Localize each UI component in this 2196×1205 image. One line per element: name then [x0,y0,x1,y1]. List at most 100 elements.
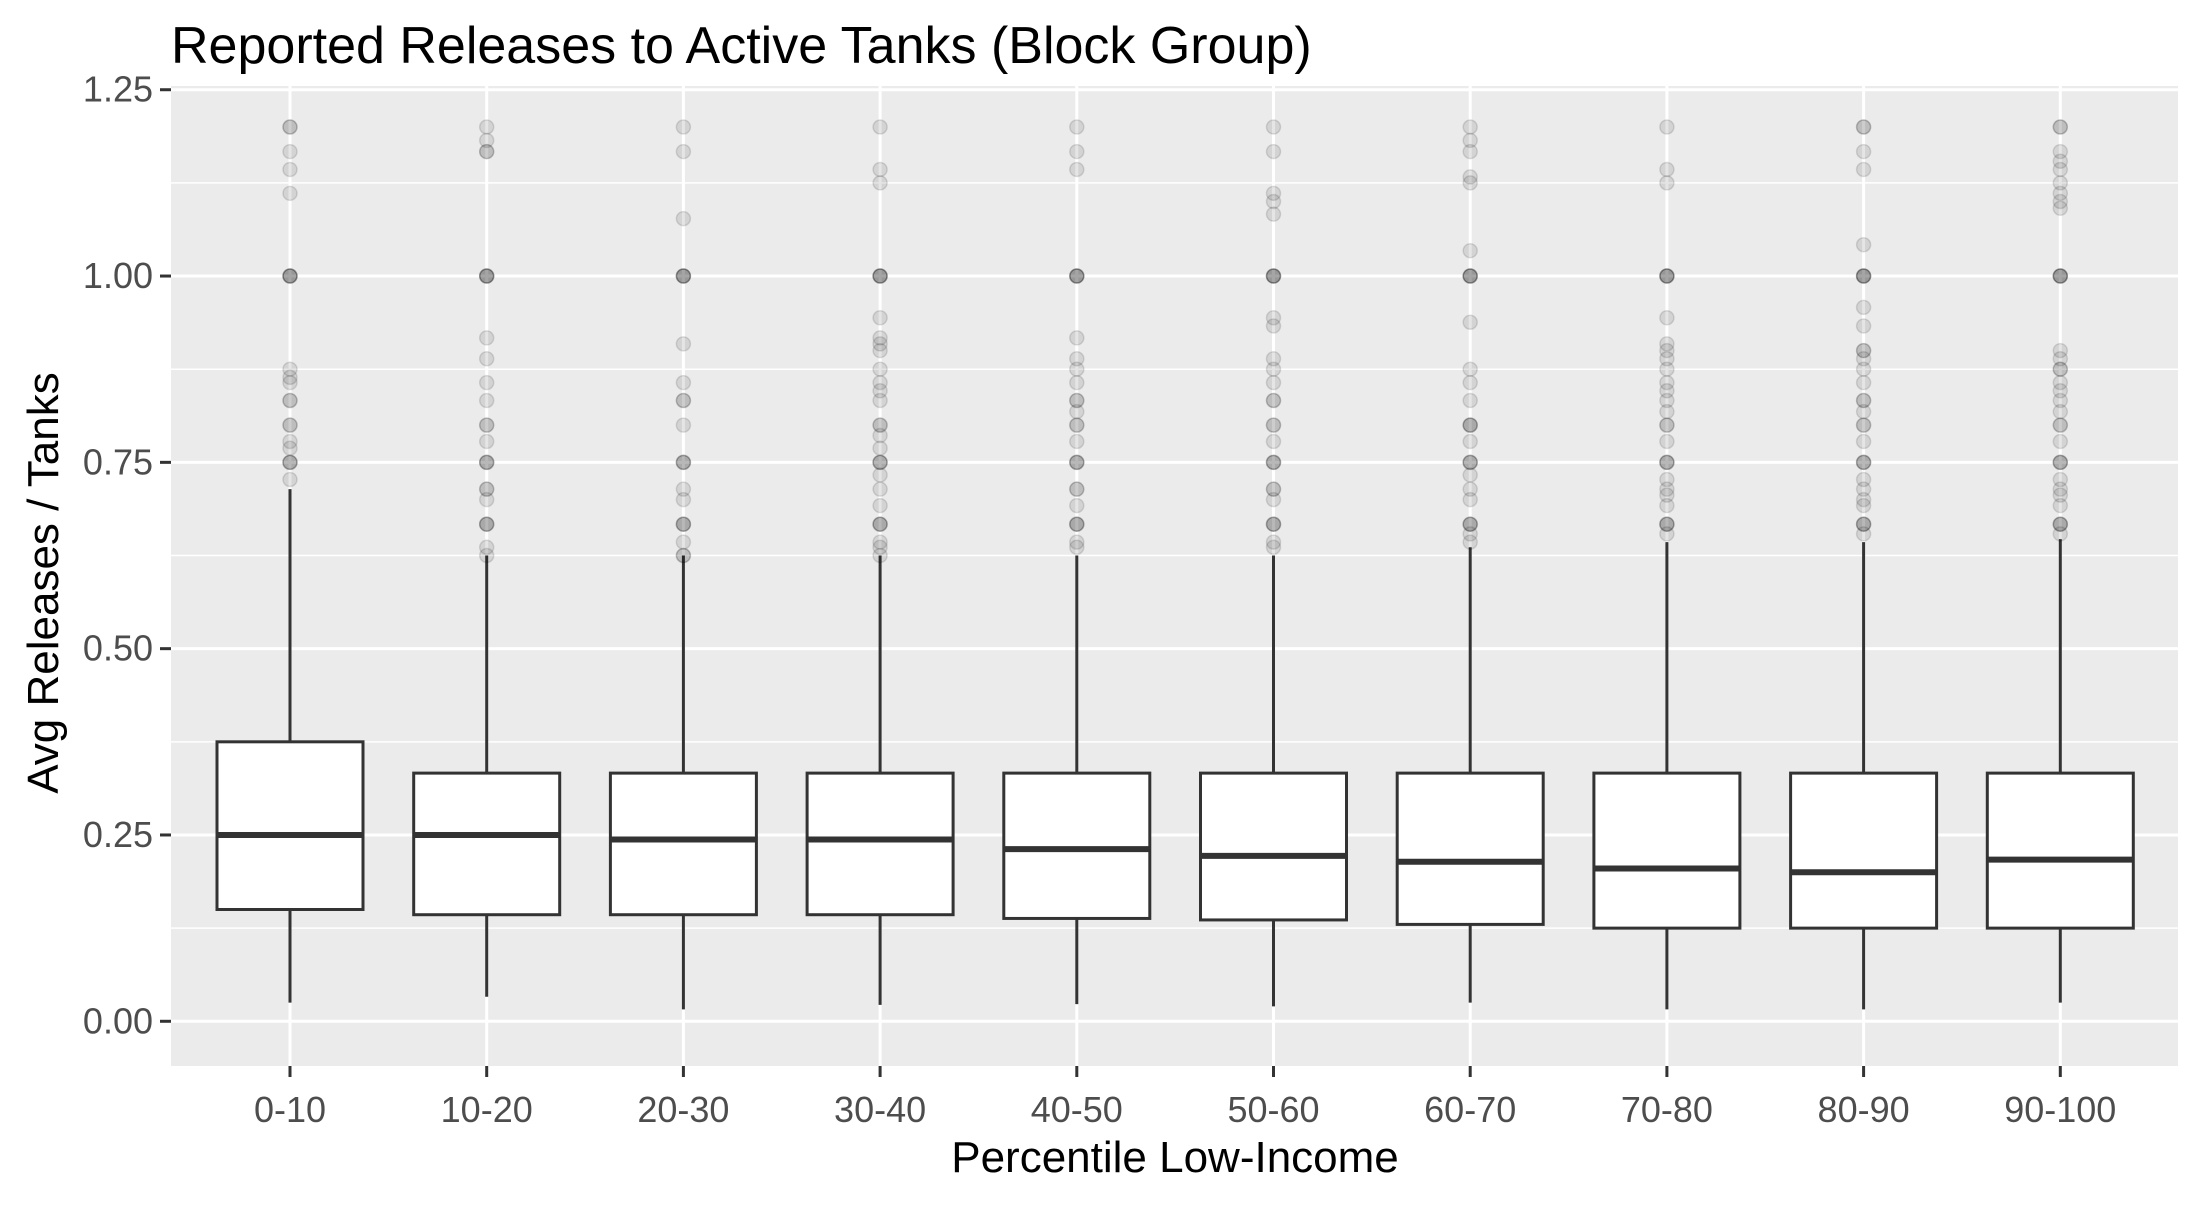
outlier-point [675,417,692,433]
outlier-point [282,454,298,471]
outlier-point [1659,403,1675,420]
outlier-point [675,516,692,532]
iqr-box [608,771,758,917]
box-0-10 [215,119,365,1003]
outlier-point [478,268,495,284]
outlier-point [1659,268,1675,284]
y-tick-label: 1.25 [83,69,153,110]
outlier-point [675,454,692,471]
outlier-point [2052,200,2069,216]
outlier-point [1462,526,1478,542]
outlier-point [1069,268,1085,284]
outlier-point [1265,516,1282,532]
outlier-point [478,454,495,471]
outlier-point [1069,497,1085,514]
outlier-point [2052,433,2069,450]
outlier-point [2052,268,2069,284]
outlier-point [872,497,888,514]
outlier-point [1069,417,1085,433]
outlier-point [1855,471,1872,488]
y-tick-label: 0.50 [83,628,153,669]
outlier-point [1659,351,1675,367]
outlier-point [282,392,298,409]
outlier-point [872,454,888,471]
outlier-point [1855,119,1872,135]
outlier-point [2052,119,2069,135]
outlier-point [1265,481,1282,497]
y-axis-title: Avg Releases / Tanks [19,372,68,794]
outlier-point [1265,268,1282,284]
outlier-point [478,491,495,508]
outlier-point [1462,417,1478,433]
outlier-point [1855,392,1872,409]
outlier-point [1659,268,1675,284]
outlier-point [1659,454,1675,471]
outlier-point [282,369,298,386]
outlier-point [1069,268,1085,284]
outlier-point [1659,516,1675,532]
outlier-point [1265,516,1282,532]
outlier-point [1462,417,1478,433]
outlier-point [1855,342,1872,359]
outlier-point [282,268,298,284]
outlier-point [478,539,495,556]
outlier-point [1462,242,1478,259]
outlier-point [1855,491,1872,508]
outlier-point [2052,383,2069,399]
outlier-point [675,454,692,471]
outlier-point [1659,342,1675,359]
outlier-point [872,374,888,391]
outlier-point [1462,361,1478,377]
outlier-point [1265,310,1282,326]
iqr-box [412,771,562,917]
outlier-point [872,342,888,359]
outlier-point [1855,497,1872,514]
outlier-point [1659,454,1675,471]
box-90-100 [1985,119,2135,1003]
outlier-point [1659,454,1675,471]
outlier-point [872,383,888,399]
outlier-point [872,547,888,564]
outlier-point [1069,534,1085,550]
outlier-point [2052,403,2069,420]
outlier-point [1265,268,1282,284]
box-10-20 [412,119,562,997]
outlier-point [1855,268,1872,284]
outlier-point [282,268,298,284]
outlier-point [1462,175,1478,191]
outlier-point [1462,143,1478,160]
outlier-point [1462,454,1478,471]
outlier-point [872,516,888,532]
outlier-point [1069,481,1085,497]
outlier-point [1855,526,1872,542]
outlier-point [282,454,298,471]
outlier-point [1265,351,1282,367]
outlier-point [478,417,495,433]
outlier-point [1659,516,1675,532]
box-30-40 [805,119,955,1005]
outlier-point [2052,471,2069,488]
outlier-point [1069,330,1085,346]
x-tick-label: 40-50 [1031,1089,1123,1130]
outlier-point [872,454,888,471]
outlier-point [478,417,495,433]
y-tick-label: 0.25 [83,814,153,855]
outlier-point [872,392,888,409]
outlier-point [1462,467,1478,483]
outlier-point [478,268,495,284]
box-60-70 [1395,119,1545,1003]
outlier-point [282,392,298,409]
outlier-point [872,417,888,433]
outlier-point [1659,361,1675,377]
outlier-point [675,516,692,532]
outlier-point [1069,143,1085,160]
outlier-point [1855,403,1872,420]
iqr-box [805,771,955,917]
outlier-point [1265,516,1282,532]
outlier-point [1855,516,1872,532]
outlier-point [872,534,888,550]
outlier-point [1265,417,1282,433]
outlier-point [1462,392,1478,409]
outlier-point [1069,161,1085,178]
outlier-point [1265,534,1282,550]
